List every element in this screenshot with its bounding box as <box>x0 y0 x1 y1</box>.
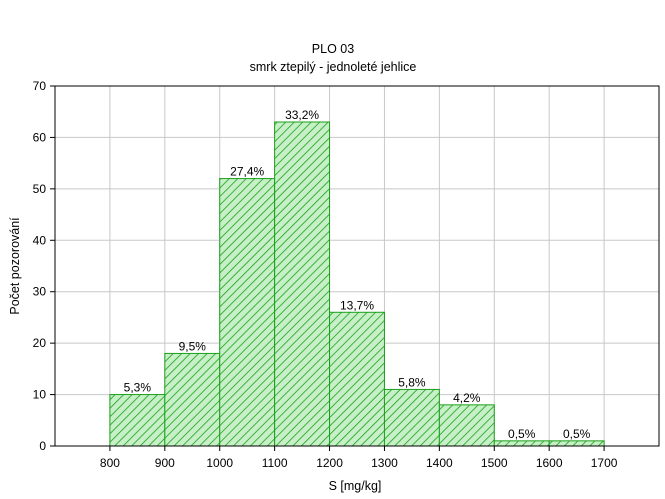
bar-percent-label: 5,3% <box>124 381 152 395</box>
x-tick-label: 1500 <box>481 456 508 470</box>
histogram-bar <box>383 388 440 447</box>
x-tick-label: 1700 <box>591 456 618 470</box>
y-tick-label: 60 <box>33 130 47 144</box>
y-tick-label: 70 <box>33 79 47 93</box>
y-tick-label: 30 <box>33 285 47 299</box>
bar-percent-label: 27,4% <box>230 165 264 179</box>
histogram-bar <box>164 352 221 447</box>
bar-percent-label: 13,7% <box>340 298 374 312</box>
bars <box>109 121 605 447</box>
bar-percent-label: 5,8% <box>398 375 426 389</box>
bar-percent-label: 0,5% <box>508 427 536 441</box>
histogram-bar <box>548 440 605 447</box>
x-tick-label: 1300 <box>371 456 398 470</box>
bar-percent-label: 9,5% <box>179 339 207 353</box>
y-tick-label: 0 <box>39 439 46 453</box>
x-tick-label: 1200 <box>316 456 343 470</box>
histogram-bar <box>274 121 331 447</box>
histogram-bar <box>329 311 385 447</box>
histogram-bar <box>109 394 166 447</box>
x-tick-label: 1600 <box>536 456 563 470</box>
x-axis-ticks: 800 900 1000 1100 1200 1300 1400 1500 1600 1700 <box>100 446 618 470</box>
y-tick-label: 10 <box>33 388 47 402</box>
plot-frame <box>54 85 660 447</box>
x-tick-label: 1000 <box>206 456 233 470</box>
chart-title: PLO 03 <box>312 42 354 56</box>
bar-percent-label: 33,2% <box>285 108 319 122</box>
bar-percent-label: 4,2% <box>453 391 481 405</box>
chart-subtitle: smrk ztepilý - jednoleté jehlice <box>250 60 417 74</box>
y-tick-label: 20 <box>33 336 47 350</box>
y-axis-ticks: 0 10 20 30 40 50 60 70 <box>33 79 55 453</box>
data-labels: 5,3% 9,5% 27,4% 33,2% 13,7% 5,8% 4,2% 0,5% 0,5% <box>124 108 591 441</box>
bar-percent-label: 0,5% <box>563 427 591 441</box>
x-tick-label: 800 <box>100 456 120 470</box>
histogram-bar <box>219 178 276 447</box>
y-tick-label: 50 <box>33 182 47 196</box>
x-axis-label: S [mg/kg] <box>329 479 382 493</box>
x-tick-label: 1400 <box>426 456 453 470</box>
x-tick-label: 1100 <box>262 456 288 470</box>
histogram-bar <box>438 404 495 447</box>
y-axis-label: Počet pozorování <box>8 217 22 315</box>
x-tick-label: 900 <box>155 456 175 470</box>
y-tick-label: 40 <box>33 233 47 247</box>
histogram-bar <box>493 440 550 447</box>
